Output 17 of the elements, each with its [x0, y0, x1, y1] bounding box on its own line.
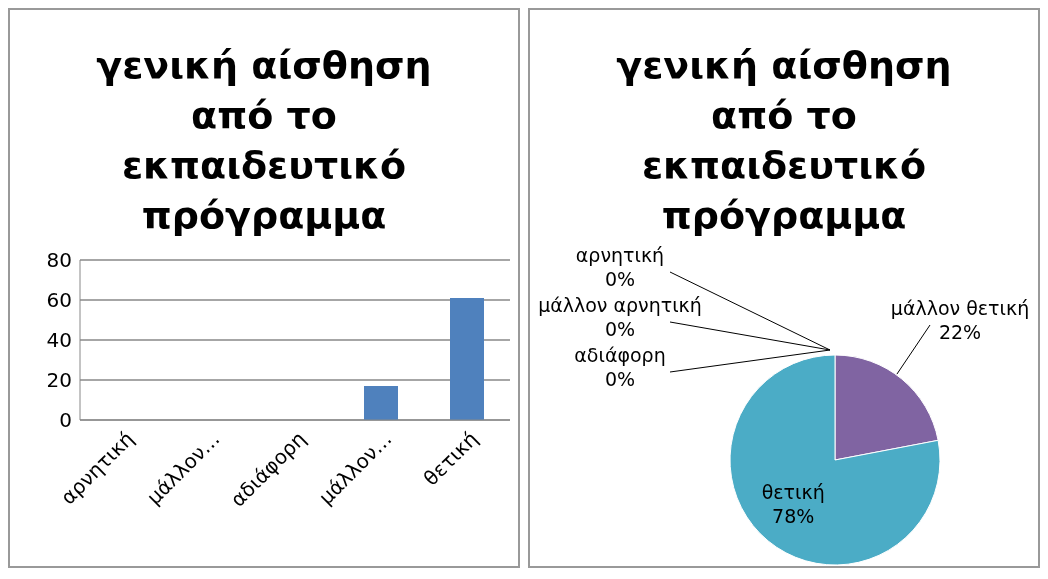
- pie-slice: [729, 354, 941, 566]
- category-label: μάλλον αρνητική: [538, 294, 702, 316]
- y-tick-label: 40: [46, 328, 72, 353]
- y-tick-label: 60: [46, 288, 72, 313]
- y-tick-label: 0: [59, 408, 72, 433]
- text: 0%: [604, 318, 636, 340]
- slice-label: μάλλον θετική: [890, 297, 1030, 319]
- data-label: 78%: [772, 505, 815, 528]
- y-tick-label: 80: [46, 248, 72, 273]
- chart-title: γενική αίσθηση από το εκπαιδευτικό πρόγραμμα: [615, 42, 953, 239]
- category-label: αρνητική: [575, 244, 665, 266]
- text: 0%: [604, 268, 636, 290]
- text: 0%: [604, 368, 636, 390]
- category-label: αδιάφορη: [574, 344, 666, 366]
- chart-title: γενική αίσθηση από το εκπαιδευτικό πρόγραμμα: [95, 42, 433, 239]
- data-label: 22%: [938, 321, 982, 343]
- y-tick-label: 20: [46, 368, 72, 393]
